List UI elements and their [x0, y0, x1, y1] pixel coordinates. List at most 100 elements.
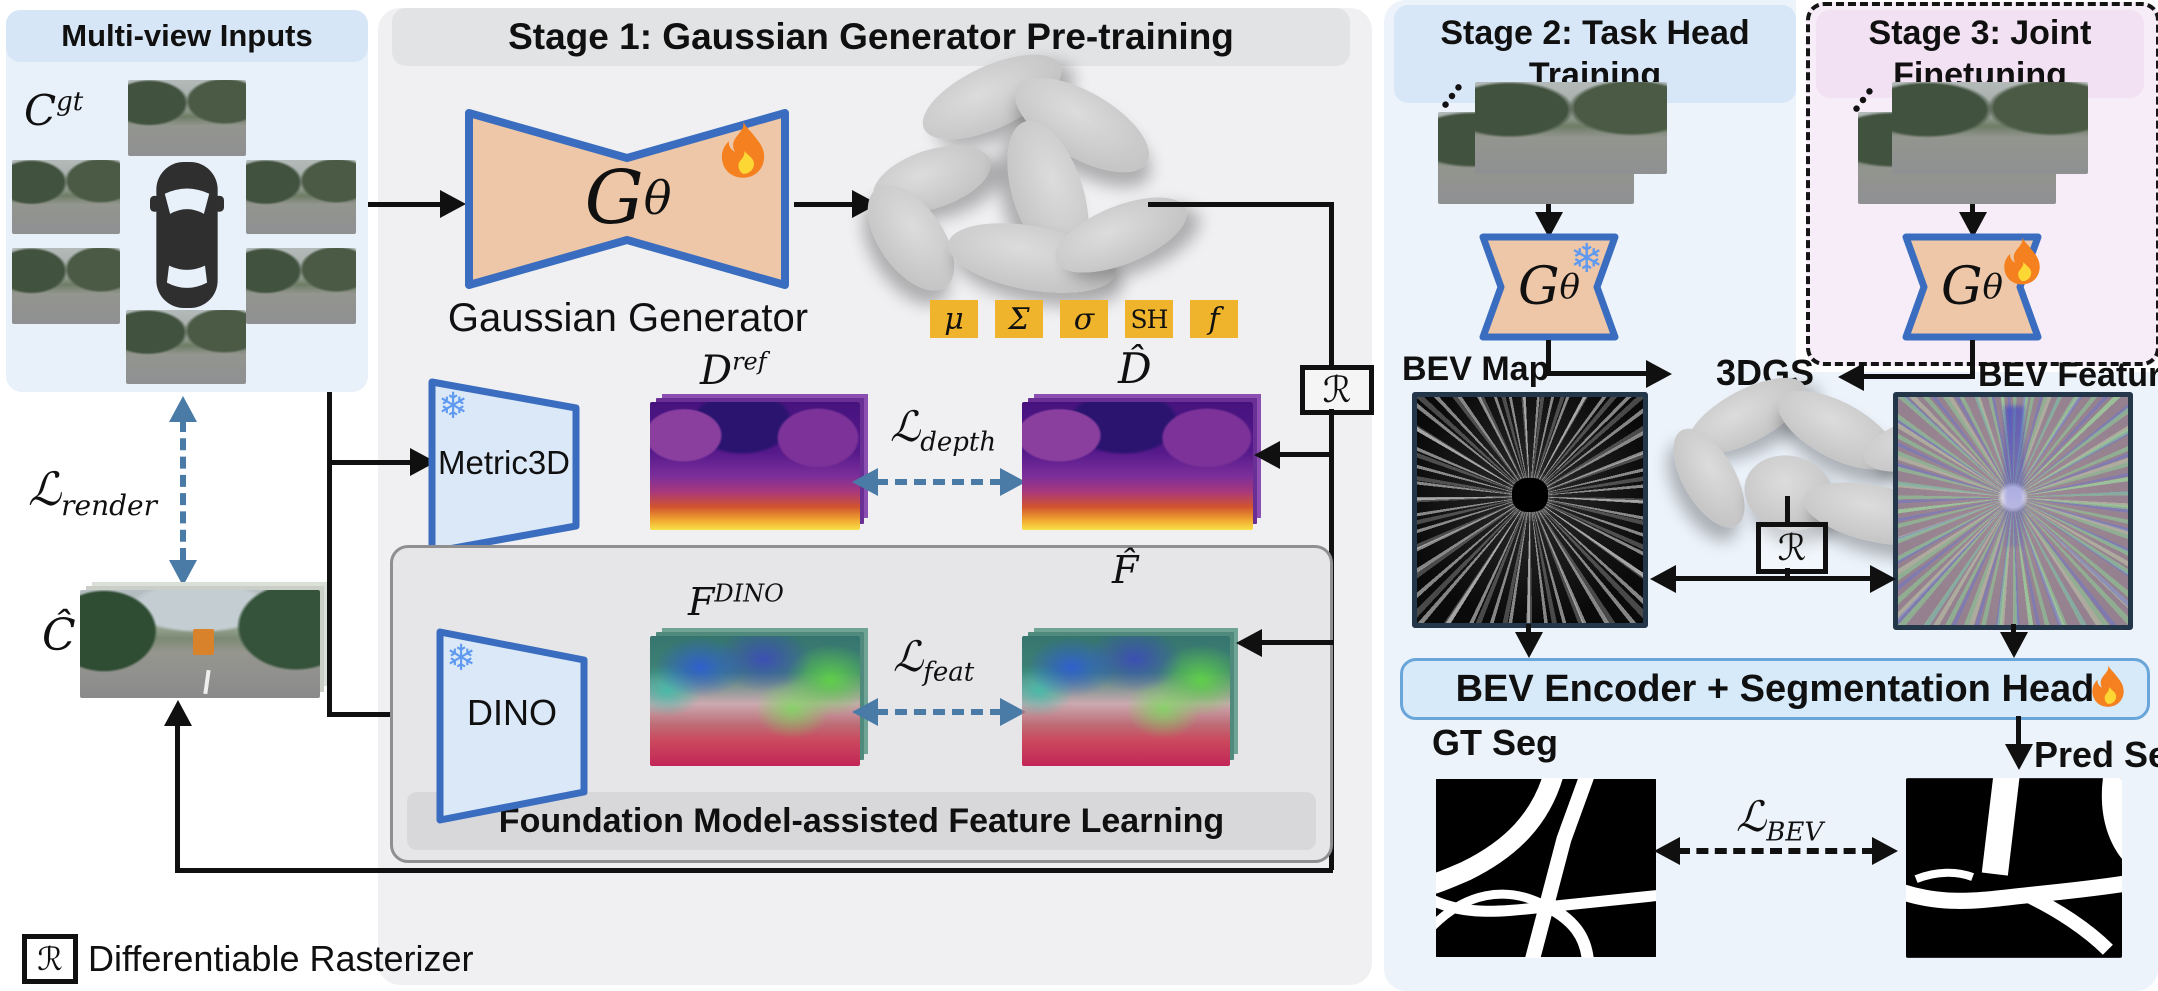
metric3d-label: Metric3D — [437, 444, 571, 481]
bevfeat-to-bar-line — [2011, 624, 2016, 636]
feat-pred-image — [1022, 636, 1230, 766]
r-to-fhat-line — [1260, 640, 1334, 645]
rasterizer-box-stage1: ℛ — [1300, 365, 1374, 415]
lrender-dashed-line — [180, 420, 186, 560]
flame-icon — [721, 121, 765, 178]
stage1-title: Stage 1: Gaussian Generator Pre-training — [508, 16, 1234, 57]
r-feed-vline-top — [1329, 202, 1334, 365]
camera-image-back — [126, 310, 246, 384]
gt-seg-label: GT Seg — [1432, 722, 1559, 763]
feat-ref-image — [650, 636, 860, 766]
generator-to-gaussians-line — [794, 202, 852, 207]
lfeat-dashed — [876, 709, 1002, 715]
car-top-icon — [150, 162, 224, 308]
loss-feat-label: ℒfeat — [893, 632, 975, 688]
bus-in-render — [192, 628, 215, 655]
dref-label: Dref — [700, 347, 767, 394]
pred-seg-label: Pred Seg — [2034, 734, 2158, 775]
bevmap-to-bar-head — [1515, 632, 1543, 658]
bar-to-pred-head — [2005, 744, 2033, 770]
stage2-generator-shape — [1479, 233, 1619, 341]
metric3d-shape — [428, 378, 580, 556]
pred-seg-image — [1906, 778, 2122, 958]
gaussian-param-chips: μ Σ σ SH f — [930, 300, 1238, 338]
stage2-input-image-front — [1475, 82, 1667, 174]
lfeat-head-left — [852, 698, 878, 726]
camera-image-front-left — [12, 160, 120, 234]
lrender-arrowhead-down — [169, 560, 197, 586]
r-to-fhat-head — [1236, 629, 1262, 657]
lbev-head-right — [1872, 837, 1898, 865]
lbev-dashed — [1678, 848, 1874, 854]
feedback-arrowhead-up — [164, 700, 192, 726]
feedback-hline — [175, 868, 1333, 873]
lfeat-head-right — [1000, 698, 1026, 726]
stage3-gen-out-hline — [1862, 374, 1975, 379]
lrender-arrowhead-up — [169, 396, 197, 422]
ldepth-head-left — [852, 468, 878, 496]
stage1-title-bar: Stage 1: Gaussian Generator Pre-training — [392, 8, 1350, 66]
lane-marking — [203, 669, 211, 694]
bev-feature-image — [1893, 392, 2133, 630]
stage2-img-to-gen-line — [1546, 204, 1551, 216]
dino-label: DINO — [467, 692, 557, 733]
diagonal-dots-icon-stage3 — [1853, 88, 1873, 112]
rasterizer-box-stage2: ℛ — [1756, 522, 1828, 574]
foundation-footer: Foundation Model-assisted Feature Learni… — [407, 792, 1316, 850]
snowflake-icon-metric3d: ❄ — [438, 386, 469, 427]
loss-bev-label: ℒBEV — [1736, 792, 1824, 848]
param-mu: μ — [930, 300, 978, 338]
flame-icon-encoder — [2092, 665, 2124, 707]
rendered-image-chat — [80, 590, 320, 698]
rasterizer-symbol: ℛ — [37, 940, 63, 978]
r2-double-line — [1674, 576, 1872, 581]
loss-depth-label: ℒdepth — [890, 402, 997, 458]
gt-seg-image — [1436, 778, 1656, 958]
bev-feature-streak — [2003, 406, 2025, 548]
fdino-label: FDINO — [688, 579, 784, 624]
camera-image-back-right — [246, 248, 356, 324]
gaussians-to-r-line — [1148, 202, 1334, 207]
r2-down-stub — [1785, 568, 1790, 579]
param-opacity: σ — [1060, 300, 1108, 338]
r-to-dhat-line — [1278, 452, 1334, 457]
bev-map-image — [1412, 392, 1648, 628]
param-sh: SH — [1125, 300, 1173, 338]
mv-to-generator-line — [368, 202, 440, 207]
bevmap-to-bar-line — [1526, 624, 1531, 636]
gaussian-blobs-stage1 — [850, 37, 1197, 308]
ldepth-head-right — [1000, 468, 1026, 496]
stage2-gen-out-vline — [1546, 340, 1551, 376]
r-to-dhat-head — [1254, 441, 1280, 469]
chat-label: Ĉ — [42, 610, 76, 661]
stage3-img-to-gen-line — [1970, 204, 1975, 216]
flame-icon-stage3 — [2004, 237, 2040, 285]
depth-ref-image — [650, 402, 860, 530]
bev-feature-label: BEV Feature — [1978, 356, 2158, 394]
stage3-input-image-front — [1892, 82, 2088, 174]
depth-pred-image — [1022, 402, 1253, 530]
input-branch-vline — [327, 392, 332, 717]
multiview-title-bar: Multi-view Inputs — [6, 10, 368, 62]
branch-to-metric3d-line — [327, 460, 413, 465]
loss-render-label: ℒrender — [28, 462, 158, 523]
camera-image-front-right — [246, 160, 356, 234]
stage3-title-line1: Stage 3: Joint — [1868, 13, 2092, 52]
r2-head-right — [1870, 565, 1896, 593]
generator-label: Gaussian Generator — [447, 296, 809, 340]
diagonal-dots-icon-stage2 — [1442, 84, 1462, 108]
bev-encoder-bar: BEV Encoder + Segmentation Head — [1400, 658, 2150, 720]
bev-encoder-label: BEV Encoder + Segmentation Head — [1455, 667, 2095, 710]
multiview-title: Multi-view Inputs — [61, 18, 313, 53]
stage2-title-line1: Stage 2: Task Head — [1440, 13, 1750, 52]
snowflake-icon-dino: ❄ — [446, 638, 477, 679]
bev-map-ego-car — [1511, 478, 1549, 513]
snowflake-icon-stage2: ❄ — [1570, 236, 1604, 282]
param-feature: f — [1190, 300, 1238, 338]
bevfeat-to-bar-head — [2000, 632, 2028, 658]
mv-to-generator-head — [440, 190, 466, 218]
